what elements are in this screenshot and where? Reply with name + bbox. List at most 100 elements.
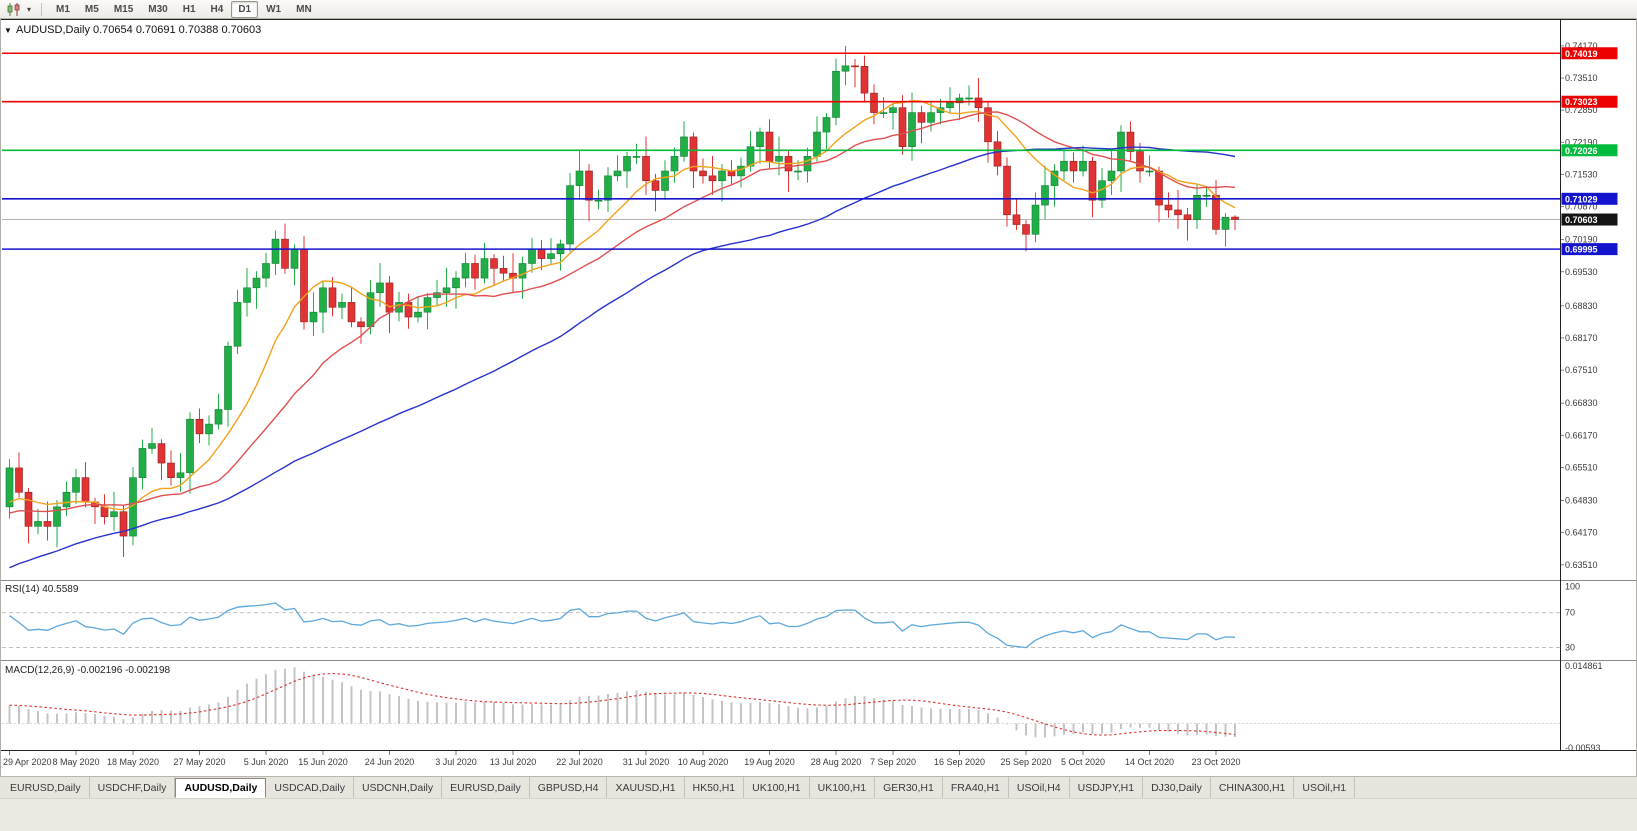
candle bbox=[604, 175, 612, 201]
chart-tab[interactable]: USOil,H4 bbox=[1009, 777, 1070, 798]
rsi-axis-label: 100 bbox=[1565, 581, 1580, 591]
candle bbox=[1126, 131, 1135, 152]
candle bbox=[1202, 195, 1211, 197]
candle bbox=[1193, 195, 1201, 220]
chart-tab[interactable]: DJ30,Daily bbox=[1143, 777, 1211, 798]
candle bbox=[965, 97, 973, 100]
timeframe-button-mn[interactable]: MN bbox=[296, 3, 312, 15]
chart-tab[interactable]: EURUSD,Daily bbox=[2, 777, 90, 798]
candle bbox=[442, 287, 451, 293]
timeframe-button-w1[interactable]: W1 bbox=[266, 3, 282, 15]
status-bar bbox=[0, 798, 1637, 831]
candle bbox=[756, 131, 764, 147]
chart-tab[interactable]: UK100,H1 bbox=[744, 777, 810, 798]
price-axis-label: 0.65510 bbox=[1565, 462, 1598, 472]
candle bbox=[518, 263, 527, 279]
chart-tab[interactable]: CHINA300,H1 bbox=[1211, 777, 1295, 798]
chart-tab[interactable]: FRA40,H1 bbox=[943, 777, 1009, 798]
price-axis-label: 0.72850 bbox=[1565, 105, 1598, 115]
chart-type-icon[interactable] bbox=[5, 1, 23, 17]
candle bbox=[157, 443, 166, 464]
candle bbox=[252, 277, 261, 289]
date-axis-label: 8 May 2020 bbox=[52, 757, 99, 767]
candle bbox=[585, 170, 593, 201]
candle bbox=[471, 263, 479, 279]
candle bbox=[1022, 224, 1030, 235]
candle bbox=[927, 112, 935, 123]
date-axis-label: 18 May 2020 bbox=[107, 757, 159, 767]
chart-tab[interactable]: HK50,H1 bbox=[685, 777, 745, 798]
chart-tab[interactable]: EURUSD,Daily bbox=[442, 777, 530, 798]
timeframe-button-m1[interactable]: M1 bbox=[56, 3, 70, 15]
candle bbox=[718, 170, 726, 182]
resistance-badge bbox=[1561, 95, 1618, 108]
chart-tab[interactable]: XAUUSD,H1 bbox=[607, 777, 685, 798]
timeframe-button-d1[interactable]: D1 bbox=[231, 0, 259, 18]
candle bbox=[632, 156, 641, 158]
candle bbox=[309, 311, 318, 323]
candle bbox=[1145, 170, 1154, 173]
candle bbox=[699, 170, 707, 177]
chart-tab[interactable]: GER30,H1 bbox=[875, 777, 943, 798]
chart-tab[interactable]: GBPUSD,H4 bbox=[530, 777, 608, 798]
pivot-badge-text: 0.72026 bbox=[1565, 146, 1598, 156]
candle bbox=[480, 258, 489, 279]
candle bbox=[24, 491, 33, 527]
date-axis-label: 28 Aug 2020 bbox=[811, 757, 862, 767]
candle bbox=[224, 345, 232, 410]
date-axis-label: 5 Oct 2020 bbox=[1061, 757, 1105, 767]
candle bbox=[81, 477, 90, 503]
candle bbox=[34, 521, 42, 527]
chart-tabbar: EURUSD,Daily USDCHF,Daily AUDUSD,Daily USDC… bbox=[0, 776, 1637, 798]
toolbar-separator bbox=[41, 2, 42, 16]
chart-tab[interactable]: UK100,H1 bbox=[810, 777, 876, 798]
candle bbox=[262, 263, 270, 279]
timeframe-button-m5[interactable]: M5 bbox=[84, 3, 99, 15]
chart-tab[interactable]: AUDUSD,Daily bbox=[175, 778, 267, 798]
price-axis-label: 0.70190 bbox=[1565, 235, 1598, 245]
candlestick-glyph bbox=[7, 2, 20, 16]
chart-tab[interactable]: USDCHF,Daily bbox=[90, 777, 176, 798]
price-axis-label: 0.66170 bbox=[1565, 430, 1598, 440]
candle bbox=[832, 70, 840, 118]
price-axis-label: 0.69530 bbox=[1565, 267, 1598, 277]
chart-tab[interactable]: USDJPY,H1 bbox=[1070, 777, 1144, 798]
chart-type-caret-icon[interactable]: ▾ bbox=[26, 4, 31, 14]
toolbar: ▾ M1 M5 M15 M30 H1 H4 D1 W1 MN bbox=[0, 0, 1637, 19]
chart-tab[interactable]: USOil,H1 bbox=[1294, 777, 1356, 798]
price-axis-label: 0.68830 bbox=[1565, 301, 1598, 311]
price-axis-label: 0.63510 bbox=[1565, 560, 1598, 570]
candle bbox=[1003, 165, 1011, 216]
macd-axis-max-label: 0.014861 bbox=[1565, 661, 1603, 671]
timeframe-bar: M1 M5 M15 M30 H1 H4 D1 W1 MN bbox=[49, 0, 319, 18]
candle bbox=[1041, 185, 1049, 206]
candle bbox=[860, 66, 869, 94]
date-axis-label: 10 Aug 2020 bbox=[678, 757, 729, 767]
date-axis-label: 7 Sep 2020 bbox=[870, 757, 916, 767]
date-axis-label: 22 Jul 2020 bbox=[556, 757, 603, 767]
candle bbox=[205, 423, 213, 435]
macd-signal-line bbox=[9, 672, 1236, 736]
candle bbox=[689, 136, 698, 172]
timeframe-button-m15[interactable]: M15 bbox=[113, 3, 134, 15]
candle bbox=[547, 253, 555, 259]
price-axis-label: 0.67510 bbox=[1565, 365, 1598, 375]
chart-tab[interactable]: USDCAD,Daily bbox=[266, 777, 354, 798]
timeframe-button-h4[interactable]: H4 bbox=[210, 3, 224, 15]
candle bbox=[851, 65, 859, 68]
chart-canvas[interactable]: 0.74170 0.73510 0.72850 0.72190 0.71530 0.708… bbox=[0, 19, 1637, 776]
candle bbox=[423, 297, 432, 313]
candles-layer bbox=[5, 45, 1239, 557]
candle bbox=[1183, 214, 1192, 220]
candle bbox=[357, 321, 365, 328]
candle bbox=[195, 418, 204, 435]
date-axis-label: 23 Oct 2020 bbox=[1191, 757, 1240, 767]
chart-dropdown-icon[interactable]: ▼ bbox=[4, 26, 12, 35]
timeframe-button-m30[interactable]: M30 bbox=[148, 3, 168, 15]
chart-tab[interactable]: USDCNH,Daily bbox=[354, 777, 443, 798]
timeframe-button-h1[interactable]: H1 bbox=[182, 3, 196, 15]
candle bbox=[737, 165, 745, 177]
candle bbox=[813, 131, 821, 157]
candle bbox=[1079, 160, 1087, 172]
candle bbox=[499, 268, 508, 274]
